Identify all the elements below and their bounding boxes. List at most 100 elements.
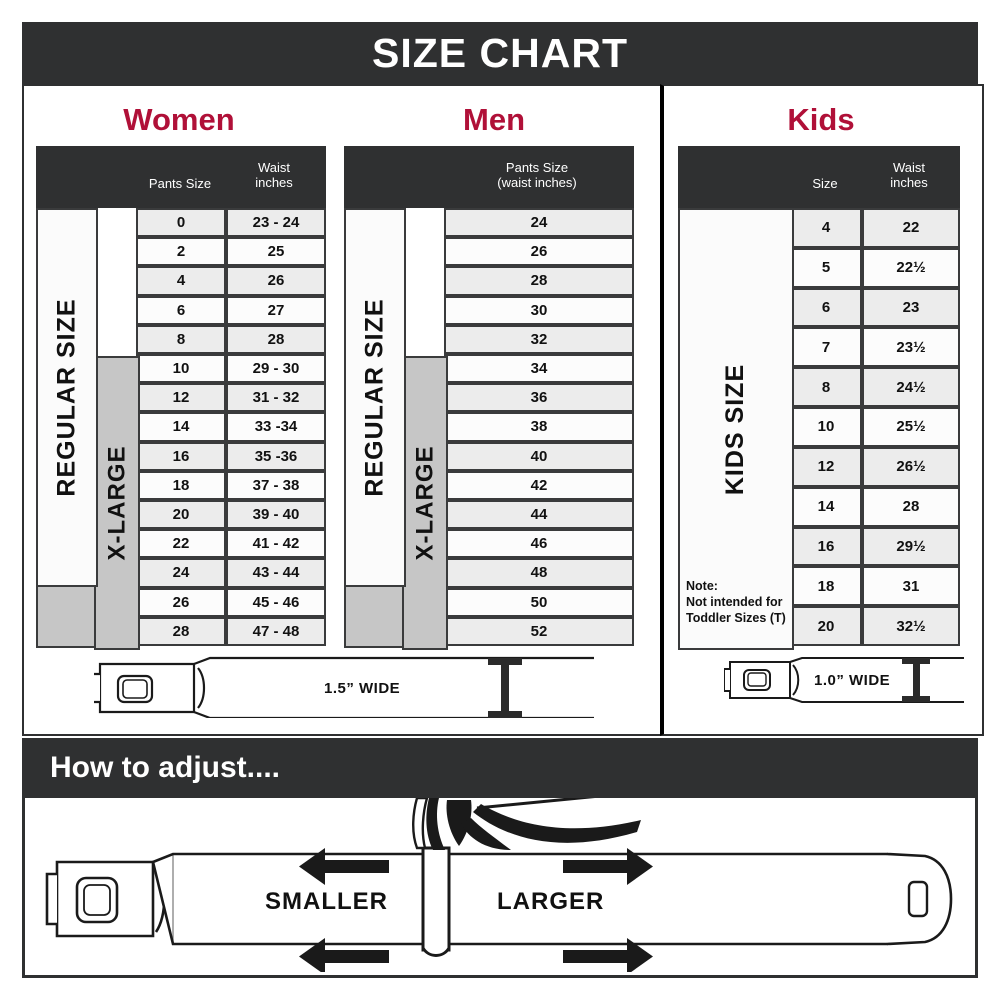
- men-cell-size: 28: [444, 266, 634, 296]
- section-title-men: Men: [463, 102, 525, 137]
- women-header-waist-inches: Waist inches: [255, 160, 293, 190]
- how-to-adjust-title: How to adjust....: [50, 751, 280, 784]
- women-cell-size: 10: [136, 354, 226, 384]
- women-cell-size: 12: [136, 383, 226, 413]
- kids-cell-waist: 24½: [862, 367, 960, 408]
- arrow-right-lower: [563, 938, 653, 972]
- arrow-right-upper: [563, 848, 653, 885]
- women-cell-waist: 25: [226, 237, 326, 267]
- kids-cell-waist: 22: [862, 208, 960, 248]
- kids-panel: Kids Size Waist inches KIDS SIZE Note: N…: [660, 84, 984, 736]
- kids-cell-waist: 28: [862, 486, 960, 527]
- kids-cell-size: 10: [790, 407, 862, 447]
- adults-panel: Women Men Pants Size Waist inches REGULA…: [22, 84, 662, 736]
- kids-cell-size: 7: [790, 327, 862, 368]
- women-cell-waist: 29 - 30: [226, 354, 326, 384]
- men-cell-size: 40: [444, 441, 634, 471]
- kids-cell-waist: 25½: [862, 407, 960, 447]
- kids-cell-size: 14: [790, 486, 862, 527]
- adjust-label-smaller: SMALLER: [265, 888, 388, 915]
- kids-label-kids-size-text: KIDS SIZE: [721, 363, 750, 495]
- men-cell-size: 44: [444, 500, 634, 530]
- women-cell-size: 18: [136, 470, 226, 500]
- kids-table-header: Size Waist inches: [678, 146, 960, 208]
- kids-belt-illustration: 1.0” WIDE: [723, 656, 964, 704]
- kids-cell-waist: 29½: [862, 526, 960, 567]
- women-label-regular-size-text: REGULAR SIZE: [52, 298, 81, 497]
- women-cell-waist: 45 - 46: [226, 587, 326, 617]
- women-cell-size: 14: [136, 412, 226, 442]
- women-cell-size: 28: [136, 616, 226, 646]
- women-cell-waist: 23 - 24: [226, 208, 326, 238]
- kids-cell-waist: 23½: [862, 327, 960, 368]
- women-cell-waist: 26: [226, 266, 326, 296]
- section-title-kids: Kids: [787, 102, 855, 137]
- kids-note: Note: Not intended for Toddler Sizes (T): [686, 579, 786, 625]
- adjust-belt-svg: [45, 798, 953, 972]
- women-cell-size: 20: [136, 500, 226, 530]
- women-label-regular-size: REGULAR SIZE: [36, 208, 98, 587]
- how-to-adjust-bar: How to adjust....: [22, 738, 978, 798]
- women-cell-waist: 39 - 40: [226, 500, 326, 530]
- men-cell-size: 24: [444, 208, 634, 238]
- women-cell-size: 22: [136, 529, 226, 559]
- women-size-table: Pants Size Waist inches REGULAR SIZE X-L…: [36, 146, 326, 650]
- women-header-pants-size: Pants Size: [148, 176, 212, 191]
- kids-cell-size: 18: [790, 566, 862, 607]
- women-table-header: Pants Size Waist inches: [36, 146, 326, 208]
- women-cell-waist: 28: [226, 324, 326, 354]
- kids-size-table: Size Waist inches KIDS SIZE Note: Not in…: [678, 146, 960, 650]
- women-cell-size: 0: [136, 208, 226, 238]
- women-cell-size: 24: [136, 558, 226, 588]
- women-cell-size: 26: [136, 587, 226, 617]
- women-cell-size: 2: [136, 237, 226, 267]
- section-title-women: Women: [123, 102, 235, 137]
- title-bar: SIZE CHART: [22, 22, 978, 84]
- men-cell-size: 32: [444, 324, 634, 354]
- men-cell-size: 30: [444, 295, 634, 325]
- women-cell-waist: 43 - 44: [226, 558, 326, 588]
- men-cell-size: 34: [444, 354, 634, 384]
- men-cell-size: 48: [444, 558, 634, 588]
- kids-cell-size: 20: [790, 606, 862, 646]
- women-cell-waist: 27: [226, 295, 326, 325]
- kids-cell-size: 5: [790, 247, 862, 288]
- men-cell-size: 50: [444, 587, 634, 617]
- kids-header-size: Size: [812, 176, 838, 191]
- men-cell-size: 52: [444, 616, 634, 646]
- men-cell-size: 42: [444, 470, 634, 500]
- women-cell-waist: 33 -34: [226, 412, 326, 442]
- men-cell-size: 36: [444, 383, 634, 413]
- adult-belt-width-label: 1.5” WIDE: [324, 680, 401, 697]
- women-cell-waist: 47 - 48: [226, 616, 326, 646]
- kids-belt-width-label: 1.0” WIDE: [814, 672, 891, 689]
- kids-cell-size: 12: [790, 446, 862, 487]
- adult-belt-illustration: 1.5” WIDE: [90, 656, 594, 720]
- men-label-xlarge-text: X-LARGE: [411, 445, 438, 561]
- women-cell-waist: 31 - 32: [226, 383, 326, 413]
- kids-belt-svg: [723, 657, 964, 703]
- women-cell-size: 6: [136, 295, 226, 325]
- women-label-xlarge: X-LARGE: [94, 356, 140, 650]
- women-cell-size: 8: [136, 324, 226, 354]
- arrow-left-lower: [299, 938, 389, 972]
- men-cell-size: 38: [444, 412, 634, 442]
- women-cell-waist: 41 - 42: [226, 529, 326, 559]
- kids-cell-waist: 31: [862, 566, 960, 607]
- men-label-regular-size-text: REGULAR SIZE: [360, 298, 389, 497]
- page-title: SIZE CHART: [372, 29, 628, 76]
- women-cell-size: 16: [136, 441, 226, 471]
- kids-label-kids-size: KIDS SIZE: [678, 208, 794, 650]
- men-label-regular-size: REGULAR SIZE: [344, 208, 406, 587]
- adjust-label-larger: LARGER: [497, 888, 605, 915]
- kids-cell-waist: 22½: [862, 247, 960, 288]
- kids-cell-size: 6: [790, 287, 862, 328]
- women-cell-waist: 35 -36: [226, 441, 326, 471]
- women-cell-waist: 37 - 38: [226, 470, 326, 500]
- men-cell-size: 46: [444, 529, 634, 559]
- kids-header-waist-inches: Waist inches: [890, 160, 928, 190]
- kids-cell-size: 16: [790, 526, 862, 567]
- men-cell-size: 26: [444, 237, 634, 267]
- how-to-adjust-panel: SMALLER LARGER: [22, 798, 978, 978]
- women-label-xlarge-text: X-LARGE: [103, 445, 130, 561]
